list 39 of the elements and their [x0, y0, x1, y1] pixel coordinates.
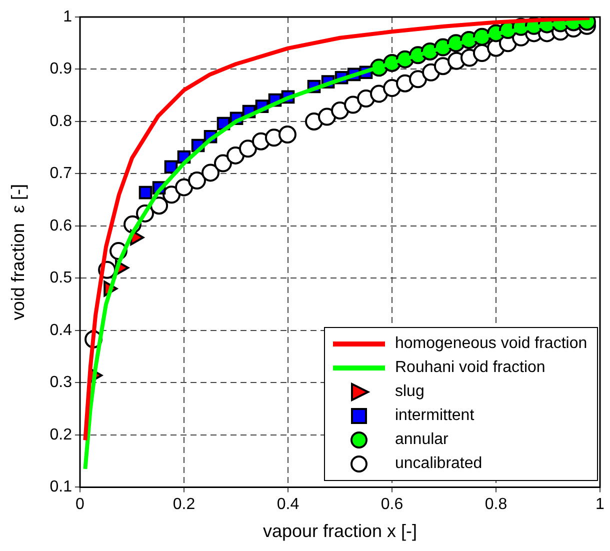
- y-tick-label: 0.3: [50, 374, 72, 392]
- point: [188, 172, 206, 190]
- y-tick-label: 0.4: [50, 322, 72, 339]
- point: [138, 186, 152, 200]
- y-tick-label: 0.5: [50, 270, 72, 287]
- legend-label: homogeneous void fraction: [395, 335, 588, 354]
- y-tick-label: 0.6: [50, 217, 72, 234]
- y-tick-label: 0.8: [50, 112, 72, 130]
- y-axis-title: void fraction ε [-]: [8, 184, 28, 320]
- point: [472, 44, 491, 62]
- x-tick-label: 0.2: [172, 496, 196, 514]
- point: [318, 108, 336, 126]
- point: [226, 146, 244, 164]
- legend-label: Rouhani void fraction: [395, 359, 546, 378]
- point: [175, 178, 193, 196]
- point: [238, 140, 257, 158]
- legend-label: annular: [395, 431, 448, 450]
- x-tick-label: 0.8: [484, 496, 508, 514]
- x-tick-label: 1: [596, 496, 605, 514]
- y-tick-label: 0.1: [50, 478, 72, 496]
- point: [409, 70, 427, 88]
- x-axis-title: vapour fraction x [-]: [262, 521, 418, 542]
- point: [214, 154, 232, 172]
- y-tick-label: 0.9: [50, 60, 72, 78]
- y-tick-label: 0.2: [50, 426, 72, 444]
- point: [370, 84, 388, 103]
- point: [344, 96, 362, 114]
- legend-label: slug: [395, 383, 424, 402]
- point: [434, 57, 452, 76]
- x-tick-label: 0: [76, 496, 85, 514]
- y-tick-label: 0.7: [50, 165, 72, 182]
- legend-label: intermittent: [395, 407, 474, 426]
- point: [278, 126, 296, 144]
- point: [331, 102, 349, 120]
- legend-label: uncalibrated: [395, 455, 482, 474]
- x-tick-label: 0.6: [380, 496, 404, 514]
- point: [202, 164, 220, 182]
- y-tick-label: 1: [63, 8, 72, 26]
- x-tick-label: 0.4: [276, 496, 300, 514]
